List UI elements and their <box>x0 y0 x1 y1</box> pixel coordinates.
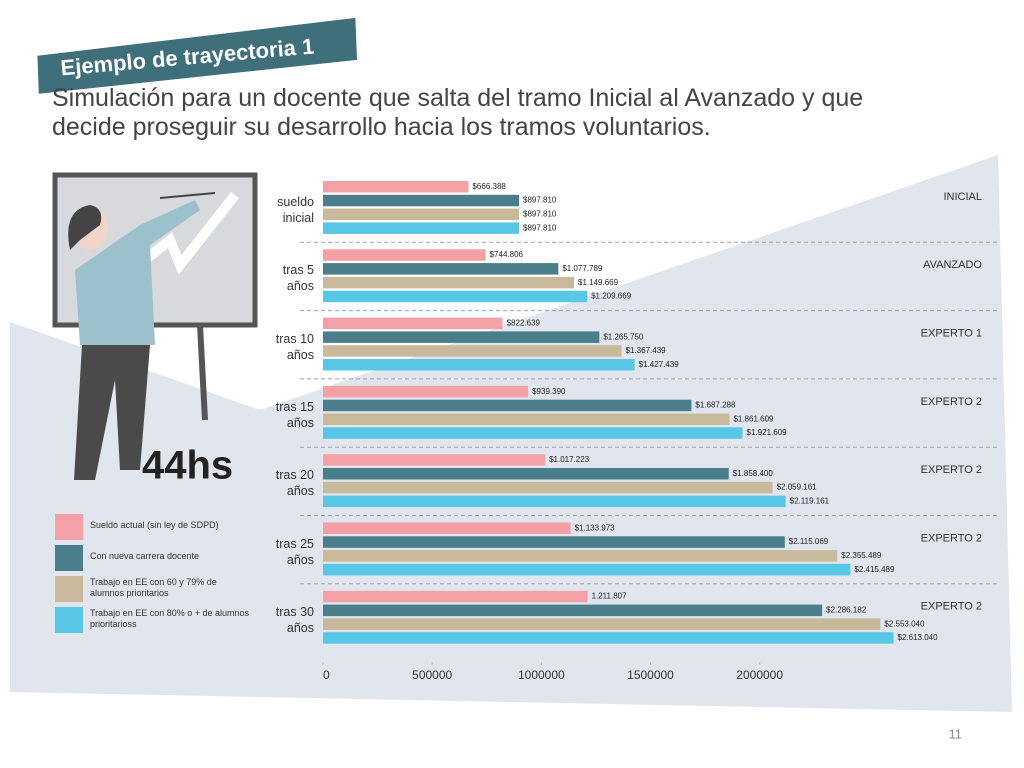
bar <box>323 345 622 357</box>
x-tick-label: 1000000 <box>518 668 565 682</box>
tier-label: EXPERTO 2 <box>921 464 982 476</box>
legend-label: Trabajo en EE con 60 y 79% de alumnos pr… <box>90 577 217 598</box>
value-label: $1.921.609 <box>747 428 788 437</box>
category-label: tras 25 años <box>275 536 314 567</box>
legend-swatch <box>55 514 83 540</box>
value-label: $666.388 <box>472 182 506 191</box>
bar <box>323 468 729 480</box>
legend-label: Con nueva carrera docente <box>90 551 200 561</box>
category-label: sueldo inicial <box>277 195 314 225</box>
bar <box>323 249 486 261</box>
value-label: $2.415.489 <box>854 565 895 574</box>
tier-label: AVANZADO <box>923 259 982 271</box>
bar <box>323 590 588 603</box>
value-label: $939.390 <box>532 387 566 396</box>
value-label: $2.059.161 <box>777 483 818 492</box>
banner-shape <box>37 17 358 94</box>
value-label: $1.367.439 <box>626 346 667 355</box>
value-label: $897.810 <box>523 209 557 218</box>
category-label: tras 30 años <box>275 604 314 635</box>
legend-swatch <box>55 576 83 602</box>
person-hair <box>68 205 102 250</box>
category-label: tras 20 años <box>275 468 314 499</box>
pointer <box>159 192 216 199</box>
value-label: $897.810 <box>523 223 557 232</box>
bar <box>323 454 546 466</box>
legend-label: Trabajo en EE con 80% o + de alumnos pri… <box>90 608 250 629</box>
illustration <box>52 172 258 480</box>
person-shirt <box>75 200 200 345</box>
bar <box>323 399 692 412</box>
bar <box>323 385 529 398</box>
bar <box>323 522 571 534</box>
category-label: tras 5 años <box>282 263 314 294</box>
bar <box>323 481 773 494</box>
value-label: $1.687.288 <box>695 401 736 410</box>
tier-label: EXPERTO 2 <box>921 396 982 408</box>
value-label: $1.265.750 <box>603 332 644 341</box>
bar <box>323 536 785 548</box>
value-label: $1.427.439 <box>639 360 680 369</box>
value-label: $1.861.609 <box>733 414 774 423</box>
bar <box>323 427 743 439</box>
board-leg <box>197 324 208 421</box>
value-label: $1.149.669 <box>578 278 619 287</box>
subtitle: Simulación para un docente que salta del… <box>52 84 864 141</box>
value-label: $2.286.182 <box>826 605 867 614</box>
value-label: $1.133.973 <box>575 523 616 532</box>
tier-label: EXPERTO 2 <box>921 532 982 544</box>
value-label: $2.119.161 <box>790 496 830 505</box>
value-label: $744.806 <box>490 250 524 259</box>
badge: 44hs <box>142 444 233 488</box>
bar <box>323 413 730 425</box>
value-label: $897.810 <box>523 196 557 205</box>
person-legs <box>74 345 150 480</box>
bar <box>323 181 469 193</box>
value-label: $822.639 <box>507 318 541 327</box>
legend-label: Sueldo actual (sin ley de SDPD) <box>90 520 219 530</box>
bar <box>323 290 588 303</box>
bar <box>323 632 894 644</box>
bar <box>323 563 851 576</box>
tier-label: INICIAL <box>943 191 982 203</box>
x-tick-label: 0 <box>323 668 330 682</box>
bar <box>323 331 600 343</box>
bar <box>323 317 503 330</box>
tier-label: EXPERTO 1 <box>921 328 982 340</box>
value-label: $2.115.069 <box>789 537 829 546</box>
legend-swatch <box>55 607 83 633</box>
bar <box>323 495 786 508</box>
value-label: $2.613.040 <box>898 633 939 642</box>
bar <box>323 604 823 617</box>
bar <box>323 618 881 630</box>
value-label: $1.017.223 <box>549 455 590 464</box>
bar <box>323 194 520 207</box>
tier-label: EXPERTO 2 <box>921 601 982 613</box>
bar <box>323 208 520 221</box>
value-label: 1.211.807 <box>592 592 628 601</box>
value-label: $1.209.669 <box>591 292 632 301</box>
category-label: tras 10 años <box>275 331 314 362</box>
page-number: 11 <box>949 726 963 741</box>
legend-swatch <box>55 545 83 571</box>
bar <box>323 276 575 289</box>
x-tick-label: 2000000 <box>736 668 783 682</box>
x-tick-label: 500000 <box>412 668 452 682</box>
category-label: tras 15 años <box>275 399 314 430</box>
title-banner: Ejemplo de trayectoria 1 <box>37 17 358 94</box>
x-tick-label: 1500000 <box>627 668 674 682</box>
value-label: $2.553.040 <box>884 619 925 628</box>
bar <box>323 222 520 234</box>
value-label: $1.077.789 <box>562 264 603 273</box>
value-label: $2.355.489 <box>841 551 882 560</box>
bar <box>323 550 838 562</box>
bar <box>323 359 635 371</box>
value-label: $1.858.400 <box>733 469 774 478</box>
bar <box>323 263 559 275</box>
